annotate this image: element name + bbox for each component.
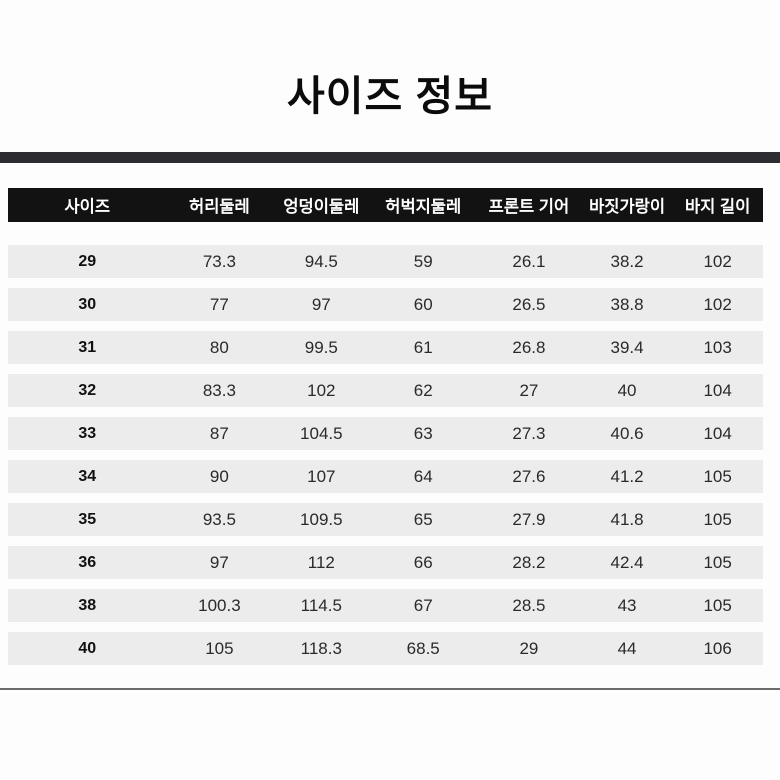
table-row: 31 80 99.5 61 26.8 39.4 103 xyxy=(8,331,763,364)
measurement-cell: 94.5 xyxy=(304,251,338,271)
measurement-cell: 83.3 xyxy=(202,380,236,400)
measurement-cell: 102 xyxy=(703,251,732,271)
measurement-cell: 100.3 xyxy=(198,595,241,615)
table-row: 32 83.3 102 62 27 40 104 xyxy=(8,374,763,407)
table-row: 34 90 107 64 27.6 41.2 105 xyxy=(8,460,763,493)
measurement-cell: 105 xyxy=(703,466,732,486)
table-body: 29 73.3 94.5 59 26.1 38.2 102 30 77 97 60 26.5 38.8 1… xyxy=(8,245,763,665)
table-row: 29 73.3 94.5 59 26.1 38.2 102 xyxy=(8,245,763,278)
measurement-cell: 26.1 xyxy=(512,251,546,271)
measurement-cell: 63 xyxy=(413,423,433,443)
table-row: 40 105 118.3 68.5 29 44 106 xyxy=(8,632,763,665)
measurement-cell: 44 xyxy=(617,638,637,658)
measurement-cell: 77 xyxy=(209,294,229,314)
table-row: 38 100.3 114.5 67 28.5 43 105 xyxy=(8,589,763,622)
measurement-cell: 40 xyxy=(617,380,637,400)
measurement-cell: 87 xyxy=(209,423,229,443)
measurement-cell: 97 xyxy=(311,294,331,314)
measurement-cell: 97 xyxy=(209,552,229,572)
measurement-cell: 38.2 xyxy=(610,251,644,271)
measurement-cell: 80 xyxy=(209,337,229,357)
measurement-cell: 67 xyxy=(413,595,433,615)
size-cell: 35 xyxy=(78,510,97,528)
size-table: 사이즈 허리둘레 엉덩이둘레 허벅지둘레 프론트 기어 바짓가랑이 바지 길이 29 73.3… xyxy=(8,188,763,675)
measurement-cell: 114.5 xyxy=(300,595,342,615)
measurement-cell: 62 xyxy=(413,380,433,400)
measurement-cell: 28.5 xyxy=(512,595,546,615)
measurement-cell: 105 xyxy=(703,595,732,615)
measurement-cell: 118.3 xyxy=(300,638,342,658)
measurement-cell: 64 xyxy=(413,466,433,486)
measurement-cell: 26.8 xyxy=(512,337,546,357)
table-row: 30 77 97 60 26.5 38.8 102 xyxy=(8,288,763,321)
measurement-cell: 105 xyxy=(205,638,234,658)
measurement-cell: 28.2 xyxy=(512,552,546,572)
measurement-cell: 109.5 xyxy=(300,509,343,529)
measurement-cell: 27.9 xyxy=(512,509,546,529)
measurement-cell: 38.8 xyxy=(610,294,644,314)
measurement-cell: 41.2 xyxy=(610,466,644,486)
size-cell: 31 xyxy=(78,338,97,356)
measurement-cell: 39.4 xyxy=(610,337,644,357)
measurement-cell: 102 xyxy=(307,380,336,400)
measurement-cell: 103 xyxy=(703,337,732,357)
measurement-cell: 105 xyxy=(703,509,732,529)
size-cell: 36 xyxy=(78,553,97,571)
measurement-cell: 66 xyxy=(413,552,433,572)
measurement-cell: 65 xyxy=(413,509,433,529)
header-cell: 사이즈 xyxy=(64,198,111,216)
size-cell: 34 xyxy=(78,467,97,485)
page-title: 사이즈 정보 xyxy=(287,73,493,119)
measurement-cell: 27 xyxy=(519,380,539,400)
table-header-row: 사이즈 허리둘레 엉덩이둘레 허벅지둘레 프론트 기어 바짓가랑이 바지 길이 xyxy=(8,188,763,222)
header-cell: 바짓가랑이 xyxy=(589,198,665,216)
measurement-cell: 102 xyxy=(703,294,732,314)
measurement-cell: 104 xyxy=(703,380,732,400)
measurement-cell: 59 xyxy=(413,251,433,271)
table-row: 36 97 112 66 28.2 42.4 105 xyxy=(8,546,763,579)
measurement-cell: 27.6 xyxy=(512,466,546,486)
size-cell: 30 xyxy=(78,295,97,313)
measurement-cell: 61 xyxy=(413,337,433,357)
size-cell: 38 xyxy=(78,596,97,614)
size-cell: 33 xyxy=(78,424,97,442)
measurement-cell: 26.5 xyxy=(512,294,546,314)
size-cell: 29 xyxy=(78,252,97,270)
measurement-cell: 93.5 xyxy=(202,509,236,529)
bottom-divider-line xyxy=(0,688,780,690)
header-cell: 허리둘레 xyxy=(189,198,250,216)
header-cell: 프론트 기어 xyxy=(488,198,570,216)
measurement-cell: 99.5 xyxy=(304,337,338,357)
measurement-cell: 104.5 xyxy=(300,423,343,443)
top-divider-bar xyxy=(0,152,780,163)
header-cell: 바지 길이 xyxy=(684,198,751,216)
measurement-cell: 104 xyxy=(703,423,732,443)
measurement-cell: 73.3 xyxy=(202,251,236,271)
measurement-cell: 112 xyxy=(307,552,335,572)
measurement-cell: 60 xyxy=(413,294,433,314)
measurement-cell: 107 xyxy=(307,466,336,486)
measurement-cell: 105 xyxy=(703,552,732,572)
measurement-cell: 27.3 xyxy=(512,423,546,443)
measurement-cell: 29 xyxy=(519,638,539,658)
header-cell: 엉덩이둘레 xyxy=(283,198,360,216)
measurement-cell: 106 xyxy=(703,638,732,658)
measurement-cell: 41.8 xyxy=(610,509,644,529)
table-row: 35 93.5 109.5 65 27.9 41.8 105 xyxy=(8,503,763,536)
measurement-cell: 43 xyxy=(617,595,637,615)
measurement-cell: 68.5 xyxy=(406,638,440,658)
measurement-cell: 40.6 xyxy=(610,423,644,443)
measurement-cell: 42.4 xyxy=(610,552,644,572)
table-row: 33 87 104.5 63 27.3 40.6 104 xyxy=(8,417,763,450)
size-cell: 40 xyxy=(78,639,97,657)
header-cell: 허벅지둘레 xyxy=(385,198,462,216)
size-cell: 32 xyxy=(78,381,97,399)
measurement-cell: 90 xyxy=(209,466,229,486)
